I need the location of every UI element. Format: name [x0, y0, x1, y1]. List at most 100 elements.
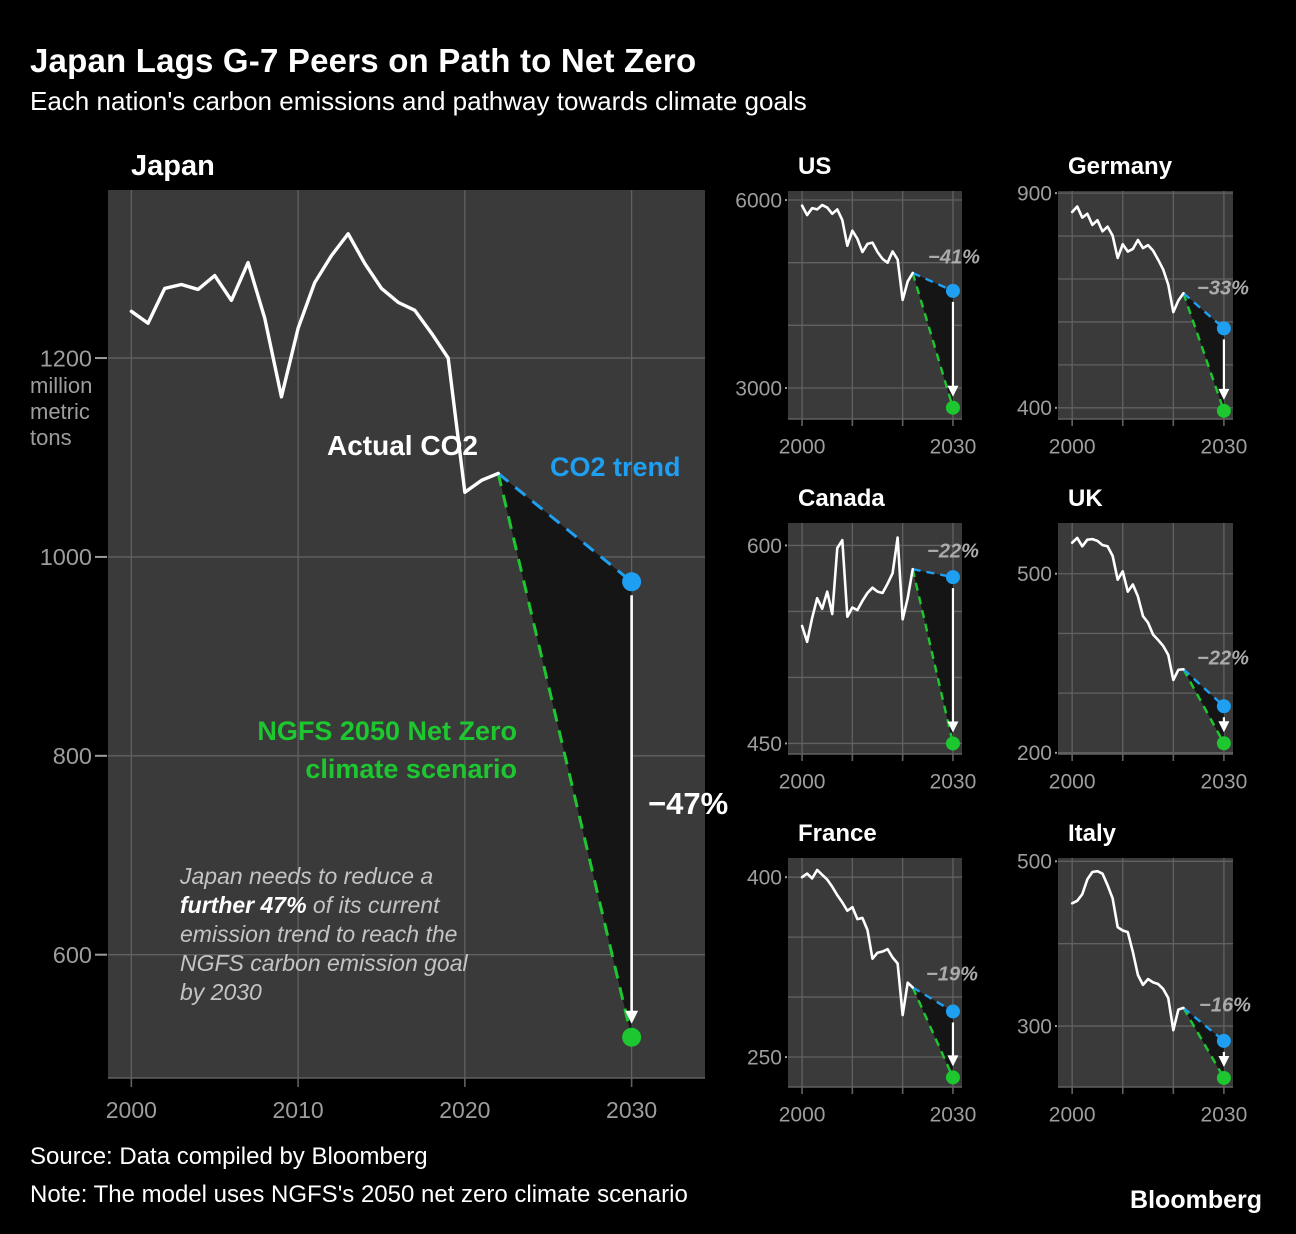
- uk-ylabel-200: 200: [1017, 742, 1052, 765]
- chart-title-germany: Germany: [1068, 153, 1173, 180]
- note-segment-bold: further 47%: [180, 892, 307, 918]
- italy-xlabel-2030: 2030: [1201, 1103, 1248, 1126]
- japan-xlabel-2000: 2000: [106, 1097, 157, 1123]
- canada-ngfs-line: [911, 568, 955, 744]
- france-trend-dot: [945, 1004, 960, 1019]
- germany-plot-area: [1058, 191, 1233, 419]
- italy-trend-line: [1182, 1006, 1225, 1042]
- germany-ngfs-line: [1182, 292, 1226, 412]
- uk-gap-arrowhead: [1218, 721, 1230, 733]
- france-ngfs-dot: [945, 1070, 960, 1085]
- chart-germany: 2000 2030 400 900: [1017, 182, 1247, 458]
- pct-label-france: −19%: [926, 963, 978, 986]
- pct-label-italy: −16%: [1199, 994, 1251, 1017]
- canada-gap-arrowhead: [947, 721, 959, 733]
- us-xlabel-2030: 2030: [930, 435, 977, 458]
- chart-title-france: France: [798, 820, 877, 847]
- germany-ylabel-900: 900: [1017, 182, 1052, 205]
- chart-italy: 2000 2030 300 500: [1017, 851, 1247, 1127]
- uk-ylabel-500: 500: [1017, 563, 1052, 586]
- japan-ylabel-600: 600: [53, 942, 92, 968]
- uk-actual-line: [1070, 536, 1185, 682]
- chart-us: 2000 2030 3000 6000: [735, 189, 976, 458]
- france-ylabel-400: 400: [747, 867, 782, 890]
- germany-ylabel-400: 400: [1017, 397, 1052, 420]
- uk-trend-dot: [1216, 699, 1231, 714]
- japan-ylabel-1000: 1000: [40, 544, 92, 570]
- note-segment-1: Japan needs to reduce a: [180, 863, 434, 889]
- japan-delta-label: −47%: [648, 786, 729, 821]
- us-gap-arrowhead: [947, 385, 959, 397]
- japan-gap-arrowhead: [625, 1010, 639, 1024]
- uk-plot-area: [1058, 523, 1233, 754]
- canada-ngfs-dot: [945, 736, 960, 751]
- italy-xlabel-2000: 2000: [1049, 1103, 1096, 1126]
- bloomberg-logo: Bloomberg: [1130, 1186, 1262, 1214]
- pct-label-canada: −22%: [927, 540, 979, 563]
- canada-ylabel-600: 600: [747, 535, 782, 558]
- germany-gap-arrowhead: [1218, 388, 1230, 400]
- chart-france: 2000 2030 250 400: [747, 858, 976, 1126]
- us-trend-line: [912, 271, 954, 292]
- us-ylabel-6000: 6000: [735, 189, 782, 212]
- france-ylabel-250: 250: [747, 1046, 782, 1069]
- france-gap-arrowhead: [947, 1055, 959, 1067]
- japan-note-text: Japan needs to reduce a further 47% of i…: [180, 862, 498, 1007]
- japan-unit-line-1: metric: [30, 399, 90, 424]
- chart-title-italy: Italy: [1068, 820, 1117, 847]
- uk-ngfs-line: [1182, 668, 1225, 744]
- note-text: Note: The model uses NGFS's 2050 net zer…: [30, 1181, 688, 1208]
- japan-xlabel-2030: 2030: [606, 1097, 657, 1123]
- chart-title-canada: Canada: [798, 485, 885, 512]
- germany-xlabel-2030: 2030: [1201, 435, 1248, 458]
- us-ngfs-dot: [945, 400, 960, 415]
- italy-trend-dot: [1216, 1033, 1231, 1048]
- chart-canada: 2000 2030 450 600: [747, 523, 976, 793]
- japan-xlabel-2010: 2010: [273, 1097, 324, 1123]
- france-actual-line: [800, 868, 915, 1017]
- pct-label-us: −41%: [928, 246, 980, 269]
- us-actual-line: [800, 203, 915, 302]
- canada-xlabel-2030: 2030: [930, 770, 977, 793]
- japan-actual-line: [129, 232, 500, 494]
- ngfs-scenario-line2: climate scenario: [305, 754, 517, 784]
- chart-title-japan: Japan: [131, 150, 215, 182]
- japan-ngfs-line: [496, 473, 634, 1038]
- canada-ylabel-450: 450: [747, 733, 782, 756]
- japan-unit-line-2: tons: [30, 425, 72, 450]
- ngfs-scenario-label: NGFS 2050 Net Zero climate scenario: [216, 712, 517, 788]
- germany-xlabel-2000: 2000: [1049, 435, 1096, 458]
- canada-trend-dot: [945, 570, 960, 585]
- italy-ngfs-dot: [1216, 1070, 1231, 1085]
- france-trend-line: [912, 986, 954, 1013]
- page-title: Japan Lags G-7 Peers on Path to Net Zero: [30, 42, 697, 79]
- uk-ngfs-dot: [1216, 736, 1231, 751]
- japan-unit-line-0: million: [30, 373, 92, 398]
- france-plot-area: [788, 858, 962, 1087]
- pct-label-uk: −22%: [1197, 647, 1249, 670]
- germany-actual-line: [1070, 205, 1185, 314]
- germany-ngfs-dot: [1216, 403, 1231, 418]
- ngfs-scenario-line1: NGFS 2050 Net Zero: [257, 716, 517, 746]
- chart-uk: 2000 2030 200 500: [1017, 523, 1247, 793]
- japan-ylabel-800: 800: [53, 743, 92, 769]
- japan-xlabel-2020: 2020: [439, 1097, 490, 1123]
- uk-trend-line: [1182, 668, 1225, 708]
- chart-japan: 2000 2010 2020 2030 600 800 1000 1200millionmet…: [30, 190, 705, 1123]
- japan-ylabel-1200: 1200: [40, 345, 92, 371]
- italy-gap-arrowhead: [1218, 1055, 1230, 1067]
- note-segment-2: of its current emission trend to reach t…: [180, 892, 468, 1005]
- page-subtitle: Each nation's carbon emissions and pathw…: [30, 86, 807, 116]
- canada-actual-line: [800, 536, 915, 644]
- pct-label-germany: −33%: [1197, 277, 1249, 300]
- japan-trend-dot: [622, 572, 642, 592]
- italy-ylabel-300: 300: [1017, 1015, 1052, 1038]
- us-trend-dot: [945, 283, 960, 298]
- japan-ngfs-dot: [622, 1027, 642, 1047]
- japan-trend-line: [497, 472, 633, 583]
- chart-title-uk: UK: [1068, 485, 1103, 512]
- italy-plot-area: [1058, 858, 1233, 1087]
- germany-trend-line: [1182, 292, 1225, 330]
